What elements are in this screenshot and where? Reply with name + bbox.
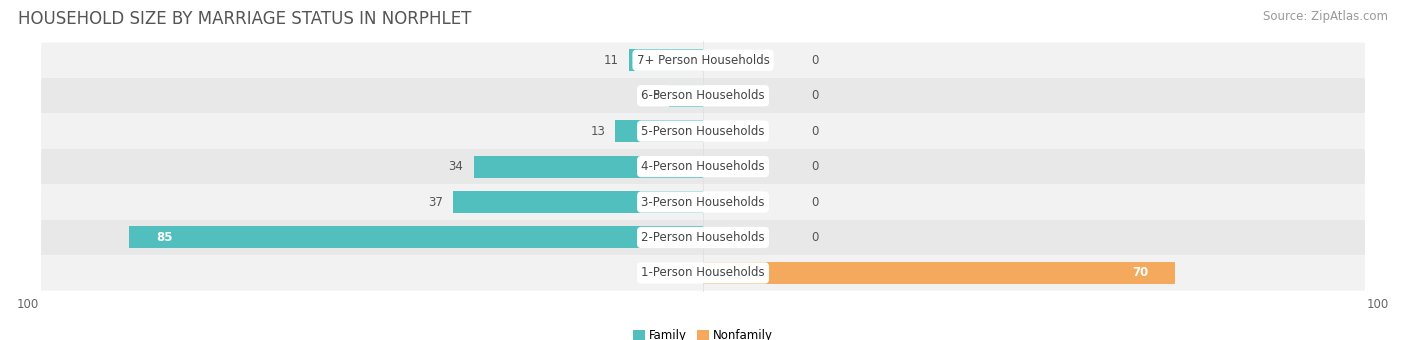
Text: 5: 5 — [652, 89, 659, 102]
Bar — [453, 191, 703, 213]
Text: 0: 0 — [811, 54, 818, 67]
Text: 70: 70 — [1132, 267, 1149, 279]
Text: 0: 0 — [811, 160, 818, 173]
Legend: Family, Nonfamily: Family, Nonfamily — [633, 329, 773, 340]
Text: Source: ZipAtlas.com: Source: ZipAtlas.com — [1263, 10, 1388, 23]
Text: 3-Person Households: 3-Person Households — [641, 195, 765, 208]
FancyBboxPatch shape — [41, 184, 1365, 220]
Text: 0: 0 — [811, 195, 818, 208]
Text: 6-Person Households: 6-Person Households — [641, 89, 765, 102]
Text: 0: 0 — [811, 231, 818, 244]
Text: HOUSEHOLD SIZE BY MARRIAGE STATUS IN NORPHLET: HOUSEHOLD SIZE BY MARRIAGE STATUS IN NOR… — [18, 10, 471, 28]
FancyBboxPatch shape — [41, 78, 1365, 114]
Bar — [616, 120, 703, 142]
Text: 2-Person Households: 2-Person Households — [641, 231, 765, 244]
FancyBboxPatch shape — [41, 42, 1365, 78]
Text: 85: 85 — [156, 231, 173, 244]
Bar — [628, 49, 703, 71]
Text: 0: 0 — [811, 89, 818, 102]
Text: 7+ Person Households: 7+ Person Households — [637, 54, 769, 67]
Bar — [703, 262, 1175, 284]
Bar — [669, 85, 703, 107]
Bar — [474, 156, 703, 177]
FancyBboxPatch shape — [41, 114, 1365, 149]
FancyBboxPatch shape — [41, 255, 1365, 291]
Text: 4-Person Households: 4-Person Households — [641, 160, 765, 173]
Text: 0: 0 — [811, 125, 818, 138]
Text: 1-Person Households: 1-Person Households — [641, 267, 765, 279]
Bar — [129, 226, 703, 249]
FancyBboxPatch shape — [41, 220, 1365, 255]
Text: 13: 13 — [591, 125, 605, 138]
Text: 11: 11 — [603, 54, 619, 67]
Text: 37: 37 — [429, 195, 443, 208]
Text: 5-Person Households: 5-Person Households — [641, 125, 765, 138]
FancyBboxPatch shape — [41, 149, 1365, 184]
Text: 34: 34 — [449, 160, 464, 173]
